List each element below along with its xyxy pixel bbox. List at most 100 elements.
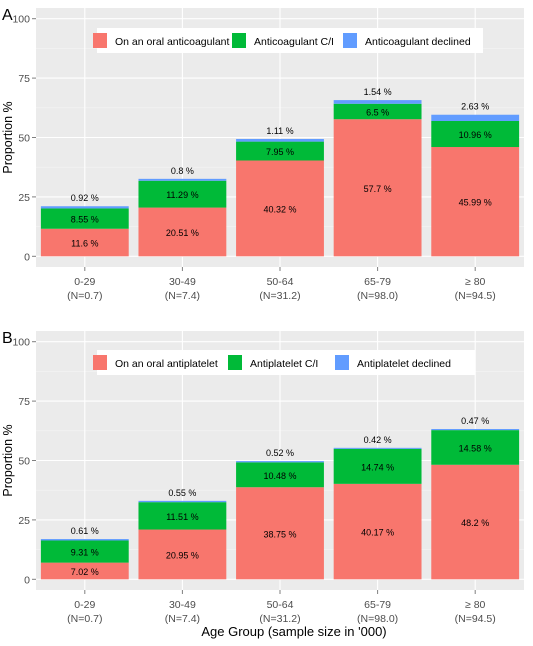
- legend-label: On an oral antiplatelet: [115, 358, 218, 370]
- chart-panel-a: 0 25 50 75 100 11.6 % 8.55 % 0.92 % 20.51 % 11.29…: [1, 7, 524, 302]
- data-label: 7.02 %: [71, 567, 99, 577]
- bar-segment: [40, 208, 129, 229]
- bar-segment: [236, 141, 324, 161]
- legend-key: [93, 355, 107, 370]
- bar-segment: [431, 429, 520, 431]
- y-tick-label: 0: [24, 574, 30, 586]
- y-tick-label: 50: [18, 133, 30, 145]
- x-tick-label: ≥ 80: [465, 599, 486, 611]
- data-label: 57.7 %: [364, 184, 392, 194]
- x-tick-label: 65-79: [364, 599, 391, 611]
- legend-key: [228, 355, 242, 370]
- data-label: 14.74 %: [361, 462, 394, 472]
- data-label: 40.17 %: [361, 528, 394, 538]
- x-tick-label: 65-79: [364, 276, 391, 288]
- data-label: 11.6 %: [71, 239, 98, 249]
- bar-segment: [431, 147, 520, 257]
- data-label: 11.29 %: [166, 190, 198, 200]
- bar-segment: [236, 461, 324, 463]
- legend-label: Anticoagulant C/I: [254, 36, 334, 48]
- bar-segment: [138, 207, 227, 257]
- data-label: 0.52 %: [266, 448, 294, 458]
- data-label: 2.63 %: [461, 102, 489, 112]
- legend: On an oral antiplatelet Antiplatelet C/I A…: [93, 350, 475, 375]
- bar-segment: [431, 464, 520, 580]
- bar-segment: [333, 483, 422, 580]
- data-label: 0.55 %: [168, 488, 196, 498]
- x-tick-label: 0-29: [74, 599, 95, 611]
- y-axis-title: Proportion %: [1, 424, 15, 496]
- x-tick-sublabel: (N=98.0): [357, 613, 398, 625]
- data-label: 1.11 %: [266, 126, 293, 136]
- legend-label: Antiplatelet C/I: [250, 358, 318, 370]
- data-label: 48.2 %: [461, 518, 489, 528]
- x-tick-label: 30-49: [169, 276, 196, 288]
- legend-background: [97, 350, 475, 375]
- x-tick-label: ≥ 80: [465, 276, 486, 288]
- x-tick-sublabel: (N=94.5): [455, 290, 496, 302]
- x-tick-label: 30-49: [169, 599, 196, 611]
- data-label: 45.99 %: [459, 198, 492, 208]
- data-label: 8.55 %: [71, 215, 99, 225]
- bar-segment: [138, 502, 227, 530]
- data-label: 6.5 %: [366, 107, 389, 117]
- data-label: 10.96 %: [459, 130, 492, 140]
- legend-label: On an oral anticoagulant: [115, 36, 229, 48]
- y-tick-label: 100: [12, 14, 30, 26]
- data-label: 1.54 %: [364, 87, 392, 97]
- legend-label: Antiplatelet declined: [357, 358, 451, 370]
- x-tick-label: 0-29: [74, 276, 95, 288]
- bar-segment: [431, 120, 520, 148]
- bar-segment: [236, 487, 324, 580]
- x-tick-sublabel: (N=0.7): [67, 613, 102, 625]
- bar-segment: [40, 562, 129, 580]
- data-label: 11.51 %: [166, 512, 198, 522]
- data-label: 40.32 %: [263, 204, 296, 214]
- x-tick-sublabel: (N=94.5): [455, 613, 496, 625]
- bar-segment: [40, 539, 129, 541]
- bar-segment: [236, 160, 324, 257]
- x-tick-sublabel: (N=31.2): [259, 613, 300, 625]
- data-label: 14.58 %: [459, 443, 492, 453]
- y-tick-label: 100: [12, 337, 30, 349]
- bar-segment: [40, 206, 129, 209]
- y-axis-title: Proportion %: [1, 101, 15, 173]
- data-label: 0.42 %: [364, 435, 392, 445]
- x-tick-label: 50-64: [267, 599, 294, 611]
- legend-key: [93, 33, 107, 48]
- legend-label: Anticoagulant declined: [365, 36, 471, 48]
- bar-segment: [236, 138, 324, 142]
- y-tick-label: 25: [18, 515, 30, 527]
- legend-background: [97, 28, 483, 53]
- legend-key: [232, 33, 246, 48]
- x-tick-sublabel: (N=7.4): [165, 290, 200, 302]
- y-tick-label: 0: [24, 251, 30, 263]
- bar-segment: [138, 178, 227, 181]
- bar-segment: [333, 100, 422, 104]
- bar-segment: [333, 448, 422, 484]
- data-label: 0.47 %: [461, 416, 489, 426]
- data-label: 20.51 %: [166, 228, 199, 238]
- bar-segment: [138, 529, 227, 580]
- y-tick-label: 75: [18, 73, 30, 85]
- x-tick-sublabel: (N=98.0): [357, 290, 398, 302]
- bar-segment: [431, 114, 520, 121]
- legend-key: [343, 33, 357, 48]
- bar-segment: [236, 462, 324, 488]
- panel-label: A: [2, 7, 13, 24]
- y-tick-label: 25: [18, 192, 30, 204]
- bar-segment: [138, 500, 227, 503]
- y-tick-label: 50: [18, 456, 30, 468]
- data-label: 10.48 %: [263, 471, 296, 481]
- bar-segment: [333, 119, 422, 257]
- data-label: 0.61 %: [71, 526, 99, 536]
- bar-segment: [333, 447, 422, 449]
- x-tick-sublabel: (N=31.2): [259, 290, 300, 302]
- bar-segment: [333, 103, 422, 120]
- x-tick-sublabel: (N=0.7): [67, 290, 102, 302]
- bar-segment: [138, 180, 227, 208]
- y-tick-label: 75: [18, 396, 30, 408]
- x-tick-sublabel: (N=7.4): [165, 613, 200, 625]
- panel-label: B: [2, 330, 13, 347]
